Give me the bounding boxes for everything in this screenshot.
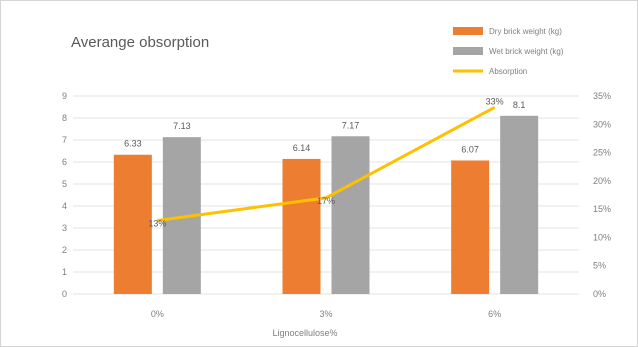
x-tick-label: 3% <box>319 309 332 319</box>
left-tick-label: 0 <box>62 289 67 299</box>
legend-label: Dry brick weight (kg) <box>489 27 562 36</box>
right-axis-ticks: 0% 5% 10% 15% 20% 25% 30% 35% <box>593 91 611 299</box>
legend-label: Wet brick weight (kg) <box>489 47 564 56</box>
right-tick-label: 20% <box>593 176 611 186</box>
bar-data-label: 7.17 <box>342 120 360 130</box>
bars <box>113 115 539 294</box>
left-tick-label: 6 <box>62 157 67 167</box>
legend: Dry brick weight (kg) Wet brick weight (k… <box>453 27 564 76</box>
right-tick-label: 15% <box>593 204 611 214</box>
left-tick-label: 7 <box>62 135 67 145</box>
x-tick-label: 0% <box>151 309 164 319</box>
bar-data-label: 8.1 <box>513 100 526 110</box>
left-tick-label: 1 <box>62 267 67 277</box>
absorption-line-path <box>157 105 496 222</box>
bar-data-label: 6.07 <box>461 144 479 154</box>
bar-data-label: 6.14 <box>293 143 311 153</box>
dry-weight-bar <box>282 158 321 294</box>
absorption-data-label: 33% <box>486 96 504 106</box>
bar-data-label: 6.33 <box>124 139 142 149</box>
chart-title: Averange obsorption <box>71 34 209 51</box>
bar-data-label: 7.13 <box>173 121 191 131</box>
x-tick-label: 6% <box>488 309 501 319</box>
legend-label: Absorption <box>489 67 527 76</box>
wet-weight-bar <box>500 115 539 294</box>
x-axis-ticks: 0% 3% 6% <box>151 309 501 319</box>
left-tick-label: 2 <box>62 245 67 255</box>
left-tick-label: 8 <box>62 113 67 123</box>
left-tick-label: 3 <box>62 223 67 233</box>
dry-weight-bar <box>113 154 152 294</box>
left-axis-ticks: 0 1 2 3 4 5 6 7 8 9 <box>62 91 67 299</box>
right-tick-label: 5% <box>593 261 606 271</box>
wet-weight-bar <box>331 136 370 294</box>
absorption-data-label: 13% <box>148 218 166 228</box>
left-tick-label: 4 <box>62 201 67 211</box>
right-tick-label: 30% <box>593 119 611 129</box>
right-tick-label: 10% <box>593 232 611 242</box>
data-labels: 6.33 6.14 6.07 7.13 7.17 8.1 13% 17% 33% <box>124 96 525 228</box>
legend-swatch <box>453 27 483 35</box>
absorption-data-label: 17% <box>317 196 335 206</box>
dry-weight-bar <box>451 160 490 294</box>
legend-swatch <box>453 47 483 55</box>
left-tick-label: 5 <box>62 179 67 189</box>
right-tick-label: 25% <box>593 148 611 158</box>
x-axis-title: Lignocellulose% <box>272 328 337 338</box>
left-tick-label: 9 <box>62 91 67 101</box>
absorption-line <box>157 105 496 222</box>
gridlines <box>73 95 579 295</box>
right-tick-label: 0% <box>593 289 606 299</box>
right-tick-label: 35% <box>593 91 611 101</box>
